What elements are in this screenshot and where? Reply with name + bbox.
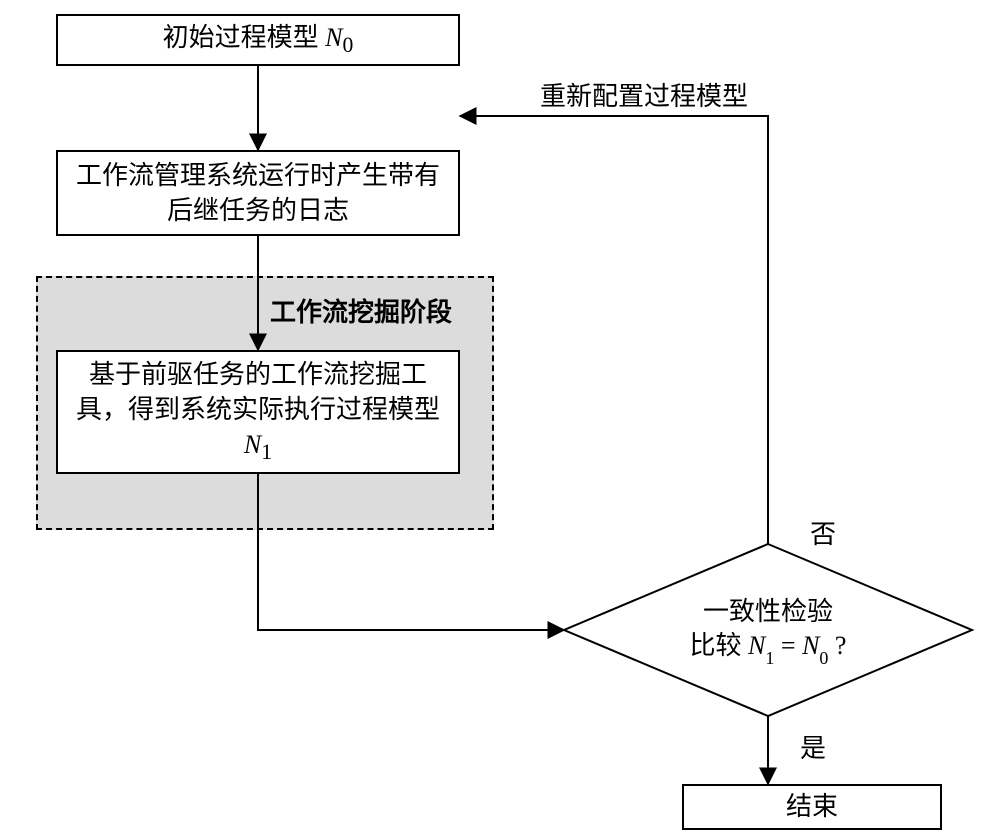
node-runtime-log: 工作流管理系统运行时产生带有后继任务的日志 xyxy=(56,150,460,236)
label-feedback: 重新配置过程模型 xyxy=(540,76,748,113)
node-end-text: 结束 xyxy=(786,789,838,824)
node-mining-tool-text: 基于前驱任务的工作流挖掘工具，得到系统实际执行过程模型 N1 xyxy=(68,357,448,468)
node-end: 结束 xyxy=(682,784,942,830)
node-runtime-log-text: 工作流管理系统运行时产生带有后继任务的日志 xyxy=(68,158,448,228)
decision-consistency: 一致性检验 比较 N1 = N0 ? xyxy=(564,544,972,716)
edge-d0-no-feedback xyxy=(460,116,768,544)
node-initial-model-text: 初始过程模型 N0 xyxy=(163,20,354,60)
svg-text:一致性检验: 一致性检验 xyxy=(703,597,833,626)
label-no: 否 xyxy=(810,514,836,551)
mining-stage-title: 工作流挖掘阶段 xyxy=(270,292,452,329)
node-mining-tool: 基于前驱任务的工作流挖掘工具，得到系统实际执行过程模型 N1 xyxy=(56,350,460,474)
svg-text:比较 N1 = N0 ?: 比较 N1 = N0 ? xyxy=(690,631,847,668)
node-initial-model: 初始过程模型 N0 xyxy=(56,14,460,66)
label-yes: 是 xyxy=(800,728,826,765)
flowchart-canvas: 工作流挖掘阶段 初始过程模型 N0 工作流管理系统运行时产生带有后继任务的日志 … xyxy=(0,0,1000,833)
